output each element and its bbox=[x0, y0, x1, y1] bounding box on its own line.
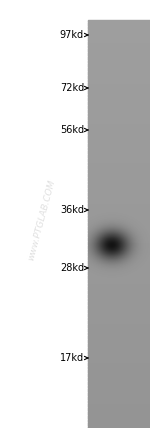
Text: www.PTGLAB.COM: www.PTGLAB.COM bbox=[27, 178, 57, 262]
Text: 36kd: 36kd bbox=[60, 205, 84, 215]
Text: 28kd: 28kd bbox=[60, 263, 84, 273]
Text: 97kd: 97kd bbox=[60, 30, 84, 40]
Text: 17kd: 17kd bbox=[60, 353, 84, 363]
Text: 56kd: 56kd bbox=[60, 125, 84, 135]
Text: 72kd: 72kd bbox=[60, 83, 84, 93]
